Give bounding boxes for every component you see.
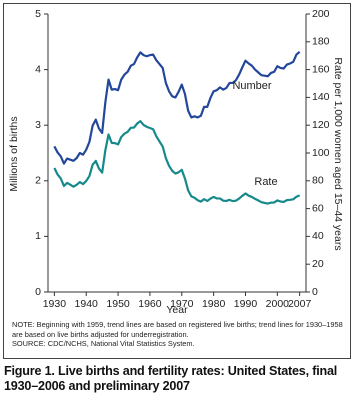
y2-tick-label: 80 [312, 175, 324, 187]
y-tick-label: 0 [35, 286, 41, 298]
source: SOURCE: CDC/NCHS, National Vital Statist… [12, 339, 195, 348]
x-tick-label: 1960 [138, 298, 162, 310]
y-tick-label: 1 [35, 230, 41, 242]
y2-tick-label: 20 [312, 258, 324, 270]
y2-tick-label: 100 [312, 147, 330, 159]
notes: NOTE: Beginning with 1959, trend lines a… [12, 320, 348, 349]
x-axis-label: Year [166, 304, 188, 316]
x-tick-label: 1970 [170, 298, 194, 310]
x-tick-label: 1980 [202, 298, 226, 310]
x-tick-label: 1990 [234, 298, 258, 310]
y-axis-label: Millions of births [8, 116, 20, 191]
series-label: Rate [254, 176, 277, 188]
x-tick-label: 2007 [288, 298, 312, 310]
y-tick-label: 2 [35, 175, 41, 187]
note: NOTE: Beginning with 1959, trend lines a… [12, 320, 343, 339]
x-tick-label: 2000 [266, 298, 290, 310]
y2-tick-label: 140 [312, 91, 330, 103]
y-tick-label: 4 [35, 63, 41, 75]
y2-tick-label: 120 [312, 119, 330, 131]
y2-tick-label: 200 [312, 8, 330, 20]
series-line [53, 50, 301, 165]
series-line [53, 120, 301, 205]
caption: Figure 1. Live births and fertility rate… [4, 364, 338, 393]
y-tick-label: 5 [35, 8, 41, 20]
y2-tick-label: 160 [312, 63, 330, 75]
x-tick-label: 1950 [106, 298, 130, 310]
x-tick-label: 1940 [75, 298, 99, 310]
series-label: Number [232, 80, 271, 92]
y2-tick-label: 40 [312, 230, 324, 242]
figure-box: Millions of births Rate per 1,000 women … [3, 3, 351, 359]
y2-tick-label: 60 [312, 202, 324, 214]
y2-tick-label: 180 [312, 36, 330, 48]
x-tick-label: 1930 [43, 298, 67, 310]
y-tick-label: 3 [35, 119, 41, 131]
y2-axis-label: Rate per 1,000 women aged 15–44 years [332, 57, 344, 250]
y2-tick-label: 0 [312, 286, 318, 298]
chart: Millions of births Rate per 1,000 women … [8, 8, 344, 316]
